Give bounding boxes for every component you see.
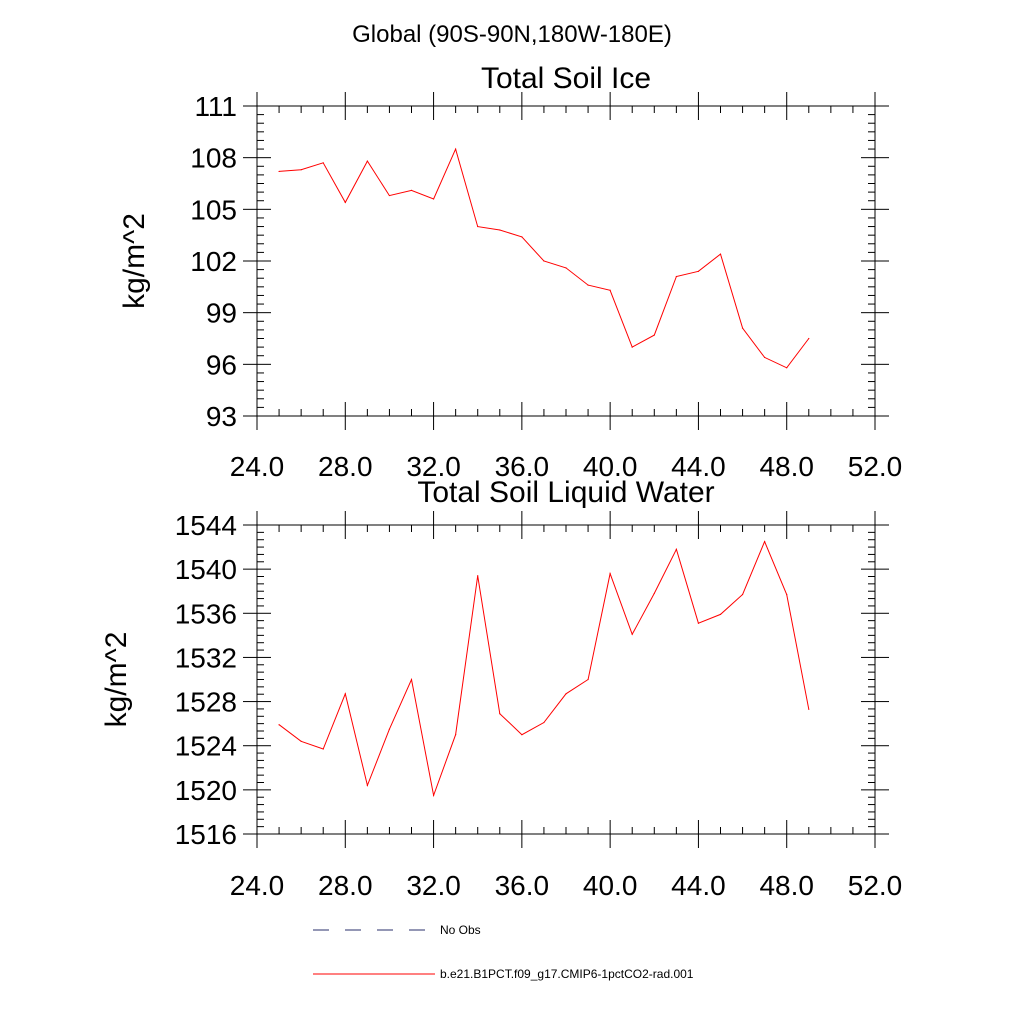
data-point [543, 721, 545, 724]
data-point [653, 592, 655, 595]
data-point [388, 194, 391, 197]
data-point [366, 160, 368, 162]
x-tick-label: 36.0 [495, 870, 550, 901]
data-point [499, 229, 501, 231]
data-point [631, 346, 633, 348]
data-point [786, 593, 788, 596]
data-point [410, 189, 413, 191]
x-tick-label: 40.0 [583, 451, 638, 482]
y-axis-label: kg/m^2 [100, 632, 133, 728]
x-tick-label: 24.0 [230, 870, 285, 901]
data-point [808, 337, 810, 340]
data-point [477, 225, 479, 228]
data-point [521, 236, 523, 238]
x-tick-label: 52.0 [848, 451, 903, 482]
data-point [300, 169, 302, 171]
chart-title: Total Soil Liquid Water [417, 476, 714, 509]
x-tick-label: 36.0 [495, 451, 550, 482]
data-point [675, 548, 677, 550]
data-point [344, 201, 346, 204]
y-tick-label: 99 [206, 298, 237, 329]
data-point [587, 284, 589, 286]
data-point [741, 327, 744, 329]
legend-series-label: b.e21.B1PCT.f09_g17.CMIP6-1pctCO2-rad.00… [440, 967, 694, 981]
data-point [499, 713, 501, 715]
data-point [322, 748, 324, 750]
data-point [455, 148, 457, 150]
y-tick-label: 108 [190, 143, 237, 174]
x-tick-label: 44.0 [671, 451, 726, 482]
x-tick-label: 28.0 [318, 870, 373, 901]
data-point [388, 728, 391, 730]
data-point [344, 693, 346, 695]
data-point [631, 633, 633, 635]
y-tick-label: 1540 [175, 554, 237, 585]
data-point [587, 678, 589, 681]
data-point [366, 784, 368, 787]
y-tick-label: 1528 [175, 687, 237, 718]
y-tick-label: 96 [206, 349, 237, 380]
x-tick-label: 48.0 [759, 870, 814, 901]
chart-title: Total Soil Ice [481, 62, 651, 95]
data-point [719, 613, 722, 615]
data-point [432, 198, 435, 200]
data-point [808, 708, 810, 710]
x-tick-label: 28.0 [318, 451, 373, 482]
data-point [609, 572, 611, 575]
data-point [477, 575, 479, 577]
panel-total-soil-liquid-water: Total Soil Liquid Water kg/m^2 24.0 28.0 32.… [100, 476, 902, 901]
x-tick-label: 40.0 [583, 870, 638, 901]
x-tick-label: 48.0 [759, 451, 814, 482]
data-point [697, 622, 700, 624]
plot-frame [256, 524, 876, 835]
plot-frame [256, 105, 876, 417]
x-tick-label: 24.0 [230, 451, 285, 482]
data-point [300, 740, 302, 742]
x-tick-label: 32.0 [406, 451, 461, 482]
data-point [653, 334, 655, 336]
data-point [521, 734, 523, 736]
data-point [278, 170, 280, 173]
panel-total-soil-ice: Total Soil Ice kg/m^2 24.0 28.0 32.0 36.0 40.0… [118, 62, 902, 482]
data-point [675, 275, 677, 278]
data-point [719, 253, 722, 255]
y-tick-label: 1532 [175, 642, 237, 673]
y-tick-label: 1516 [175, 819, 237, 850]
y-tick-label: 1520 [175, 775, 237, 806]
y-tick-label: 93 [206, 401, 237, 432]
data-point [764, 540, 766, 543]
data-point [278, 724, 280, 726]
x-tick-label: 44.0 [671, 870, 726, 901]
y-tick-label: 1544 [175, 510, 237, 541]
series-line-total-soil-ice [279, 147, 810, 369]
y-tick-label: 1524 [175, 731, 237, 762]
legend: No Obs b.e21.B1PCT.f09_g17.CMIP6-1pctCO2… [313, 923, 694, 981]
data-point [410, 678, 413, 681]
data-point [565, 693, 567, 695]
data-point [432, 794, 435, 796]
x-tick-label: 52.0 [848, 870, 903, 901]
y-tick-label: 105 [190, 194, 237, 225]
legend-no-obs-label: No Obs [440, 923, 481, 937]
data-point [741, 593, 744, 596]
data-point [543, 260, 545, 262]
data-point [786, 367, 788, 369]
data-point [565, 267, 567, 269]
data-point [455, 734, 457, 736]
data-point [764, 356, 766, 359]
data-point [697, 270, 700, 272]
page-title: Global (90S-90N,180W-180E) [352, 21, 672, 48]
y-tick-label: 1536 [175, 598, 237, 629]
y-axis-label: kg/m^2 [118, 213, 151, 309]
data-point [322, 162, 324, 164]
series-line-total-soil-liquid-water [278, 540, 810, 798]
data-point [609, 289, 611, 291]
y-tick-label: 102 [190, 246, 237, 277]
y-tick-label: 111 [194, 91, 237, 122]
x-tick-label: 32.0 [406, 870, 461, 901]
